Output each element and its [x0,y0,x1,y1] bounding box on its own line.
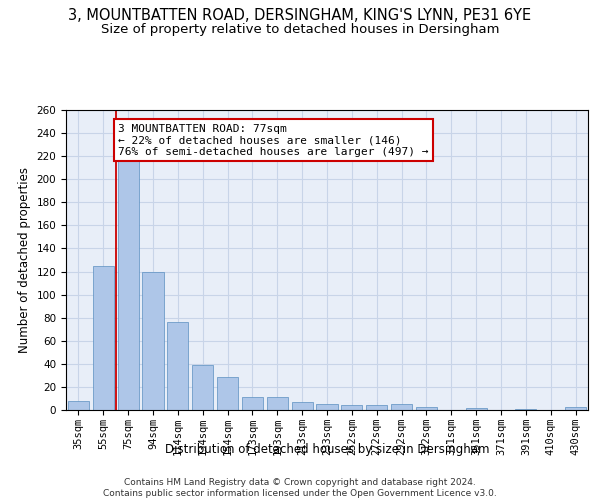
Bar [242,398,263,410]
Text: 3 MOUNTBATTEN ROAD: 77sqm
← 22% of detached houses are smaller (146)
76% of semi: 3 MOUNTBATTEN ROAD: 77sqm ← 22% of detac… [118,124,428,157]
Bar [93,266,114,410]
Bar [68,401,89,410]
Bar [466,408,487,410]
Bar [167,322,188,410]
Text: 3, MOUNTBATTEN ROAD, DERSINGHAM, KING'S LYNN, PE31 6YE: 3, MOUNTBATTEN ROAD, DERSINGHAM, KING'S … [68,8,532,22]
Text: Size of property relative to detached houses in Dersingham: Size of property relative to detached ho… [101,22,499,36]
Text: Distribution of detached houses by size in Dersingham: Distribution of detached houses by size … [165,442,489,456]
Bar [292,402,313,410]
Text: Contains HM Land Registry data © Crown copyright and database right 2024.
Contai: Contains HM Land Registry data © Crown c… [103,478,497,498]
Bar [341,406,362,410]
Bar [391,404,412,410]
Bar [192,365,213,410]
Bar [217,376,238,410]
Bar [565,406,586,410]
Bar [118,158,139,410]
Y-axis label: Number of detached properties: Number of detached properties [18,167,31,353]
Bar [267,398,288,410]
Bar [142,272,164,410]
Bar [366,406,387,410]
Bar [316,404,338,410]
Bar [515,409,536,410]
Bar [416,406,437,410]
